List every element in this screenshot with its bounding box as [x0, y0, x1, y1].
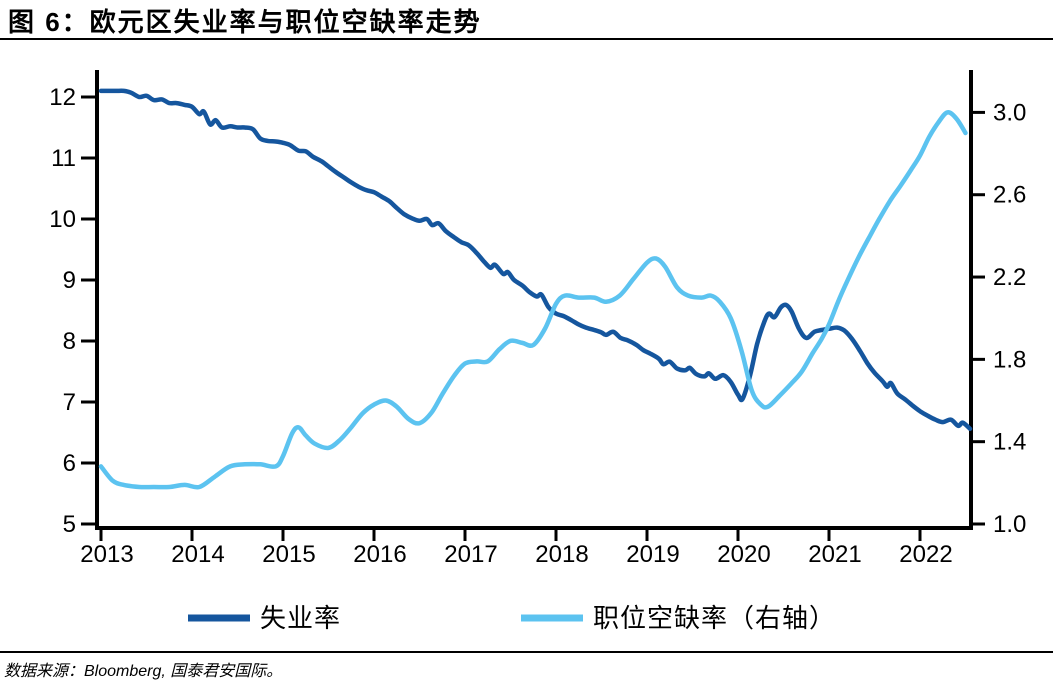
- legend-item-vacancy: 职位空缺率（右轴）: [521, 603, 836, 633]
- title-divider: [0, 38, 1053, 40]
- vacancy-line: [98, 110, 968, 490]
- legend-label-unemployment: 失业率: [260, 603, 341, 633]
- y-left-tick-label: 7: [63, 389, 76, 416]
- y-left-tick-label: 5: [63, 511, 76, 538]
- y-right-tick-label: 1.4: [993, 429, 1026, 456]
- footer-divider: [0, 651, 1053, 653]
- legend-item-unemployment: 失业率: [188, 603, 341, 633]
- y-right-tick-label: 1.8: [993, 346, 1026, 373]
- y-left-tick-label: 6: [63, 450, 76, 477]
- y-left-tick-label: 8: [63, 328, 76, 355]
- data-source-note: 数据来源：Bloomberg, 国泰君安国际。: [4, 663, 283, 680]
- x-tick-label: 2022: [899, 541, 952, 568]
- unemployment-line: [98, 88, 973, 432]
- x-tick-label: 2013: [80, 541, 133, 568]
- y-left-tick-label: 11: [51, 145, 76, 172]
- x-tick-label: 2018: [535, 541, 588, 568]
- x-tick-label: 2017: [444, 541, 497, 568]
- x-tick-label: 2020: [717, 541, 770, 568]
- y-right-tick-label: 1.0: [993, 511, 1026, 538]
- y-right-tick-label: 2.2: [993, 264, 1026, 291]
- x-tick-label: 2014: [171, 541, 224, 568]
- y-right-tick-label: 3.0: [993, 99, 1026, 126]
- figure-title: 图 6：欧元区失业率与职位空缺率走势: [8, 7, 482, 37]
- x-tick-label: 2021: [808, 541, 861, 568]
- y-left-tick-label: 10: [49, 206, 76, 233]
- y-right-tick-label: 2.6: [993, 182, 1026, 209]
- x-tick-label: 2016: [353, 541, 406, 568]
- y-left-tick-label: 9: [63, 267, 76, 294]
- x-tick-label: 2015: [262, 541, 315, 568]
- x-tick-label: 2019: [626, 541, 679, 568]
- legend-label-vacancy: 职位空缺率（右轴）: [593, 603, 836, 633]
- y-left-tick-label: 12: [49, 84, 76, 111]
